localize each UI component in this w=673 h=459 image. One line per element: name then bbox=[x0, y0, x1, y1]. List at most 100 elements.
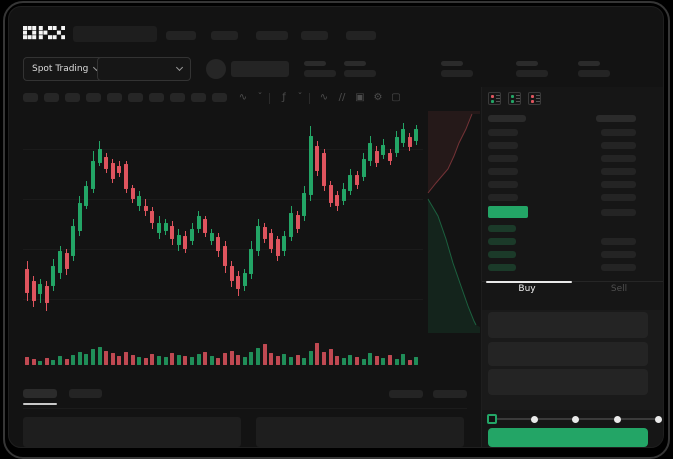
nav-item-placeholder[interactable] bbox=[211, 31, 238, 40]
fullscreen-icon[interactable]: ▢ bbox=[391, 92, 401, 103]
candlestick bbox=[157, 223, 161, 233]
timeframe-button[interactable] bbox=[44, 93, 59, 102]
nav-item-placeholder[interactable] bbox=[256, 31, 288, 40]
chevron-down-icon bbox=[175, 63, 184, 72]
nav-item-placeholder[interactable] bbox=[346, 31, 376, 40]
slider-stop[interactable] bbox=[530, 416, 538, 423]
candlestick bbox=[91, 161, 95, 189]
volume-bar bbox=[203, 352, 208, 365]
tab-sell[interactable]: Sell bbox=[610, 284, 628, 294]
candlestick bbox=[223, 246, 227, 266]
stat-label-placeholder bbox=[441, 61, 463, 66]
buy-submit-button[interactable] bbox=[488, 428, 648, 447]
volume-bar bbox=[209, 356, 214, 365]
toolbar-divider bbox=[269, 93, 270, 104]
order-form-field[interactable] bbox=[488, 312, 648, 338]
nav-item-placeholder[interactable] bbox=[166, 31, 196, 40]
pair-name-placeholder bbox=[231, 61, 289, 77]
candlestick bbox=[374, 151, 379, 163]
volume-bar bbox=[282, 354, 287, 365]
drawing-tools-icon[interactable]: // bbox=[338, 92, 346, 103]
timeframe-button[interactable] bbox=[149, 93, 164, 102]
candlestick bbox=[203, 219, 208, 233]
orderbook-layout-bids-icon[interactable] bbox=[508, 92, 521, 105]
ask-size-placeholder bbox=[601, 155, 636, 162]
stat-value-placeholder bbox=[344, 70, 376, 77]
tab-buy[interactable]: Buy bbox=[518, 284, 536, 294]
candlestick bbox=[216, 237, 221, 251]
timeframe-button[interactable] bbox=[65, 93, 80, 102]
pair-coin-icon bbox=[206, 59, 226, 79]
bottom-tab-placeholder[interactable] bbox=[23, 389, 57, 398]
orderbook-layout-both-icon[interactable] bbox=[488, 92, 501, 105]
candlestick bbox=[308, 136, 313, 195]
bid-price-placeholder bbox=[488, 251, 516, 258]
volume-bar bbox=[25, 357, 29, 365]
bottom-action-placeholder[interactable] bbox=[433, 390, 467, 398]
volume-bar bbox=[308, 351, 313, 365]
order-form-field[interactable] bbox=[488, 342, 648, 366]
volume-bar bbox=[335, 356, 340, 365]
line-overlay-icon[interactable]: ∿ bbox=[319, 92, 329, 103]
bottom-action-placeholder[interactable] bbox=[389, 390, 423, 398]
orders-panel-placeholder bbox=[23, 417, 241, 447]
candlestick bbox=[130, 188, 135, 199]
bottom-tab-placeholder[interactable] bbox=[69, 389, 102, 398]
depth-chart[interactable] bbox=[426, 111, 482, 333]
timeframe-button[interactable] bbox=[128, 93, 143, 102]
candlestick bbox=[335, 195, 340, 206]
ask-size-placeholder bbox=[601, 142, 636, 149]
timeframe-button[interactable] bbox=[170, 93, 185, 102]
ask-size-placeholder bbox=[601, 194, 636, 201]
candlestick bbox=[388, 153, 392, 161]
timeframe-button[interactable] bbox=[212, 93, 227, 102]
candlestick bbox=[394, 137, 399, 153]
candle-type-icon[interactable]: ∿ bbox=[238, 92, 248, 103]
candlestick bbox=[414, 129, 419, 141]
volume-bar bbox=[275, 356, 280, 365]
orderbook-layout-asks-icon[interactable] bbox=[528, 92, 541, 105]
orderbook-header-left bbox=[488, 115, 526, 122]
ask-price-placeholder bbox=[488, 168, 518, 175]
slider-handle[interactable] bbox=[487, 414, 497, 424]
indicators-icon[interactable]: ƒ bbox=[282, 92, 286, 103]
timeframe-button[interactable] bbox=[107, 93, 122, 102]
volume-bar bbox=[348, 355, 353, 365]
search-input[interactable] bbox=[73, 26, 157, 42]
timeframe-button[interactable] bbox=[86, 93, 101, 102]
candlestick bbox=[269, 233, 274, 249]
okx-logo[interactable] bbox=[23, 25, 66, 44]
candlestick bbox=[249, 249, 254, 274]
candlestick-chart[interactable] bbox=[23, 111, 423, 333]
nav-item-placeholder[interactable] bbox=[301, 31, 328, 40]
candlestick bbox=[183, 236, 188, 249]
volume-bar bbox=[401, 354, 406, 365]
candlestick bbox=[137, 196, 142, 206]
candlestick bbox=[84, 186, 89, 206]
slider-stop[interactable] bbox=[655, 416, 662, 423]
timeframe-button[interactable] bbox=[191, 93, 206, 102]
settings-gear-icon[interactable]: ⚙ bbox=[373, 92, 383, 103]
chevron-down-icon[interactable]: ˇ bbox=[257, 92, 263, 103]
chevron-down-icon[interactable]: ˇ bbox=[297, 92, 303, 103]
candlestick bbox=[236, 276, 241, 289]
slider-stop[interactable] bbox=[572, 416, 579, 423]
market-type-selector[interactable]: Spot Trading bbox=[23, 57, 109, 81]
candlestick bbox=[97, 149, 102, 163]
candlestick bbox=[31, 281, 36, 301]
slider-stop[interactable] bbox=[613, 416, 621, 423]
stat-value-placeholder bbox=[516, 70, 548, 77]
candlestick bbox=[163, 223, 168, 231]
pair-selector-dropdown[interactable] bbox=[97, 57, 191, 81]
bid-size-placeholder bbox=[601, 251, 636, 258]
order-form-field[interactable] bbox=[488, 369, 648, 395]
bid-price-placeholder bbox=[488, 264, 516, 271]
candlestick bbox=[196, 216, 201, 229]
screenshot-icon[interactable]: ▣ bbox=[355, 92, 365, 103]
candlestick bbox=[170, 226, 175, 239]
volume-bar bbox=[341, 358, 346, 365]
toolbar-divider bbox=[309, 93, 310, 104]
candlestick bbox=[110, 163, 115, 179]
timeframe-button[interactable] bbox=[23, 93, 38, 102]
candlestick bbox=[104, 157, 109, 169]
